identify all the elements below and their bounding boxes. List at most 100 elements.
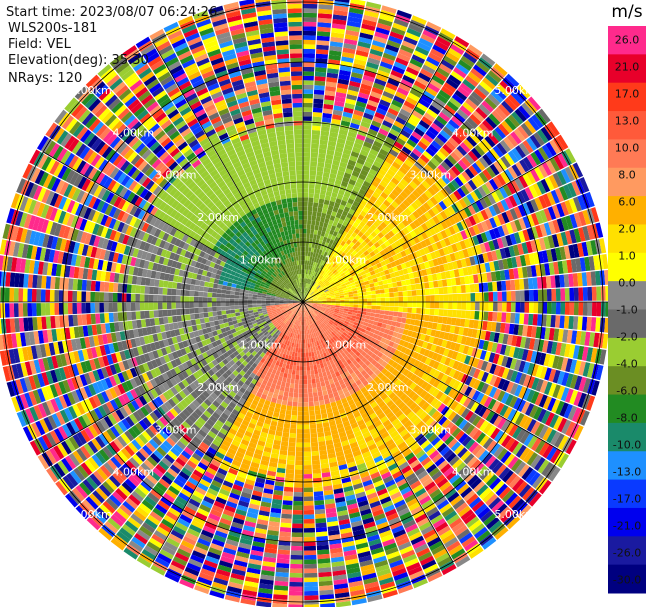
velocity-gate: [329, 131, 339, 138]
velocity-gate: [470, 91, 484, 104]
velocity-gate: [573, 212, 583, 228]
velocity-gate: [330, 295, 336, 298]
velocity-gate: [452, 293, 458, 302]
velocity-gate: [340, 246, 347, 252]
velocity-gate: [371, 294, 377, 299]
velocity-gate: [288, 392, 294, 398]
velocity-gate: [384, 258, 391, 265]
velocity-gate: [445, 140, 456, 151]
velocity-gate: [483, 302, 489, 311]
velocity-gate: [569, 302, 575, 316]
velocity-gate: [312, 125, 321, 131]
velocity-gate: [366, 187, 375, 196]
velocity-gate: [303, 433, 311, 439]
velocity-gate: [328, 254, 333, 260]
velocity-gate: [331, 118, 341, 125]
velocity-gate: [526, 154, 538, 168]
velocity-gate: [383, 188, 392, 196]
velocity-gate: [342, 220, 349, 227]
velocity-gate: [436, 231, 444, 241]
velocity-gate: [384, 310, 390, 316]
velocity-gate: [458, 59, 473, 71]
velocity-gate: [402, 307, 408, 313]
velocity-gate: [319, 235, 324, 241]
velocity-gate: [378, 266, 384, 273]
velocity-gate: [452, 213, 461, 224]
velocity-gate: [322, 0, 334, 1]
velocity-gate: [291, 369, 296, 375]
velocity-gate: [582, 302, 588, 316]
velocity-gate: [416, 289, 422, 296]
velocity-gate: [362, 206, 370, 214]
velocity-gate: [354, 54, 368, 62]
velocity-gate: [436, 67, 450, 78]
velocity-gate: [304, 572, 318, 578]
velocity-gate: [364, 213, 372, 221]
velocity-gate: [322, 108, 333, 115]
velocity-gate: [476, 211, 485, 223]
velocity-gate: [317, 297, 322, 299]
velocity-gate: [308, 284, 311, 289]
velocity-gate: [454, 130, 466, 142]
velocity-gate: [434, 265, 441, 274]
velocity-gate: [303, 260, 306, 265]
velocity-gate: [334, 259, 340, 265]
velocity-gate: [540, 126, 553, 142]
velocity-gate: [372, 82, 385, 91]
velocity-gate: [319, 269, 324, 275]
velocity-gate: [467, 44, 483, 57]
velocity-gate: [303, 291, 305, 297]
velocity-gate: [304, 595, 319, 601]
velocity-gate: [314, 405, 321, 411]
velocity-gate: [356, 177, 365, 185]
velocity-gate: [285, 409, 292, 416]
velocity-gate: [316, 531, 328, 537]
velocity-gate: [339, 185, 347, 192]
velocity-gate: [315, 216, 321, 222]
velocity-gate: [446, 317, 452, 325]
velocity-gate: [536, 180, 547, 195]
velocity-gate: [334, 226, 341, 233]
velocity-gate: [451, 309, 457, 318]
velocity-gate: [438, 63, 453, 74]
velocity-gate: [447, 309, 453, 318]
velocity-gate: [335, 253, 341, 259]
velocity-gate: [303, 388, 308, 394]
velocity-gate: [513, 206, 523, 219]
velocity-gate: [360, 227, 367, 234]
velocity-gate: [451, 260, 459, 270]
velocity-gate: [313, 276, 317, 282]
velocity-gate: [353, 299, 359, 302]
velocity-gate: [317, 436, 326, 442]
velocity-gate: [425, 129, 437, 140]
velocity-gate: [280, 445, 288, 451]
velocity-gate: [327, 285, 333, 290]
velocity-gate: [375, 272, 382, 278]
velocity-gate: [318, 288, 323, 292]
velocity-gate: [393, 173, 403, 182]
velocity-gate: [317, 273, 321, 279]
velocity-gate: [304, 559, 317, 565]
velocity-gate: [393, 306, 399, 312]
velocity-gate: [330, 281, 336, 286]
velocity-gate: [341, 153, 351, 160]
velocity-gate: [416, 102, 428, 112]
velocity-gate: [290, 356, 295, 361]
velocity-gate: [303, 255, 306, 261]
velocity-gate: [538, 195, 548, 209]
velocity-gate: [473, 87, 487, 100]
velocity-gate: [517, 204, 527, 217]
velocity-gate: [326, 284, 332, 288]
velocity-gate: [402, 175, 412, 184]
velocity-gate: [318, 153, 326, 159]
velocity-gate: [335, 296, 340, 299]
velocity-gate: [314, 500, 325, 506]
velocity-gate: [299, 379, 303, 385]
velocity-gate: [280, 518, 292, 524]
velocity-gate: [470, 68, 485, 80]
velocity-gate: [468, 226, 477, 237]
velocity-gate: [405, 171, 415, 181]
velocity-gate: [354, 240, 361, 247]
velocity-gate: [366, 263, 373, 269]
velocity-gate: [379, 148, 389, 157]
